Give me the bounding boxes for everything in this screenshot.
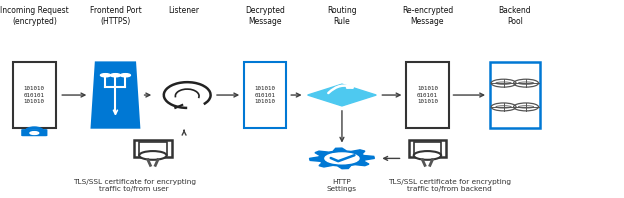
Polygon shape — [90, 61, 140, 129]
Text: 101010
010101
101010: 101010 010101 101010 — [255, 86, 276, 104]
Text: TLS/SSL certificate for encrypting
traffic to/from backend: TLS/SSL certificate for encrypting traff… — [388, 179, 511, 192]
Circle shape — [110, 74, 120, 77]
Text: 101010
010101
101010: 101010 010101 101010 — [24, 86, 45, 104]
FancyBboxPatch shape — [134, 140, 172, 157]
FancyBboxPatch shape — [13, 62, 56, 128]
Text: Listener: Listener — [168, 6, 200, 15]
Text: Backend
Pool: Backend Pool — [499, 6, 531, 26]
FancyBboxPatch shape — [21, 129, 47, 136]
FancyBboxPatch shape — [490, 62, 540, 128]
Text: Incoming Request
(encrypted): Incoming Request (encrypted) — [0, 6, 69, 26]
Text: Re-encrypted
Message: Re-encrypted Message — [402, 6, 453, 26]
Text: HTTP
Settings: HTTP Settings — [327, 179, 357, 192]
Text: Routing
Rule: Routing Rule — [327, 6, 357, 26]
Circle shape — [139, 151, 167, 160]
FancyBboxPatch shape — [409, 140, 446, 157]
Text: Decrypted
Message: Decrypted Message — [245, 6, 285, 26]
Circle shape — [325, 153, 359, 164]
Text: 101010
010101
101010: 101010 010101 101010 — [417, 86, 438, 104]
Circle shape — [30, 132, 39, 134]
FancyBboxPatch shape — [414, 142, 441, 155]
Text: TLS/SSL certificate for encrypting
traffic to/from user: TLS/SSL certificate for encrypting traff… — [72, 179, 196, 192]
Circle shape — [120, 74, 130, 77]
FancyBboxPatch shape — [139, 142, 167, 155]
FancyBboxPatch shape — [406, 62, 449, 128]
Polygon shape — [308, 84, 376, 106]
Polygon shape — [310, 148, 374, 169]
FancyBboxPatch shape — [244, 62, 286, 128]
Text: Frontend Port
(HTTPS): Frontend Port (HTTPS) — [90, 6, 141, 26]
Circle shape — [100, 74, 110, 77]
Circle shape — [414, 151, 441, 160]
